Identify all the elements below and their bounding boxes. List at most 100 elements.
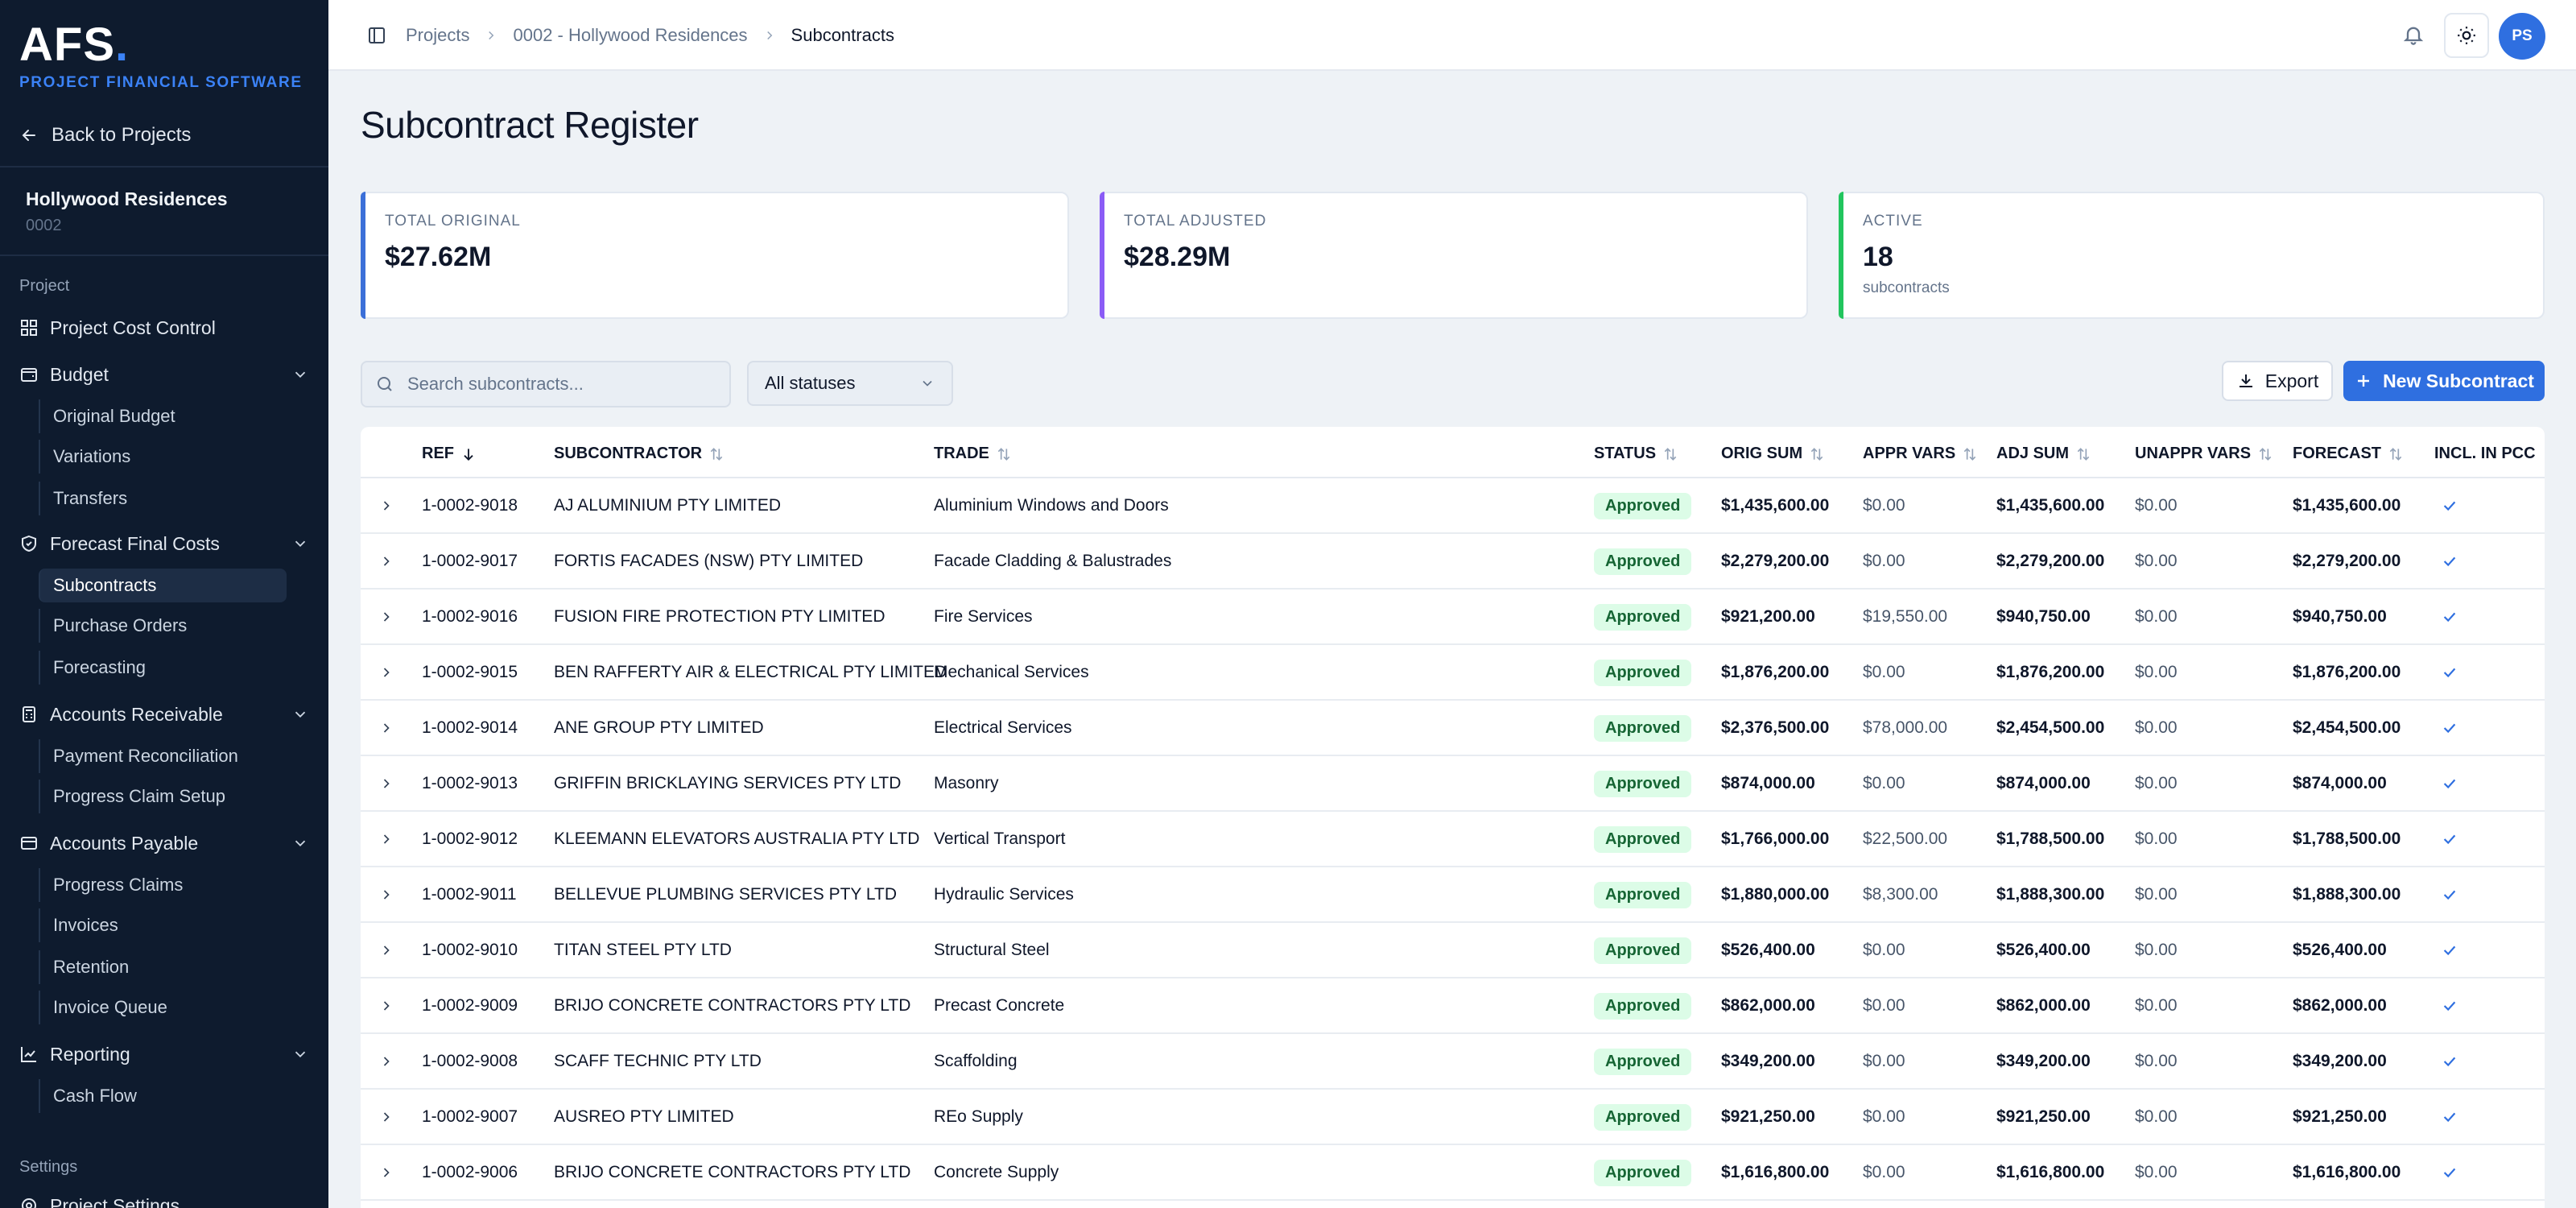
column-header[interactable]: SUBCONTRACTOR [554,445,724,463]
table-row[interactable]: 1-0002-9006 BRIJO CONCRETE CONTRACTORS PT… [361,1145,2545,1201]
table-row[interactable]: 1-0002-9015 BEN RAFFERTY AIR & ELECTRICAL… [361,645,2545,701]
sort-icon[interactable] [2257,446,2273,462]
expand-row-toggle[interactable] [378,867,394,922]
sidebar-item-invoice-queue[interactable]: Invoice Queue [39,991,287,1024]
table-row[interactable]: 1-0002-9016 FUSION FIRE PROTECTION PTY LI… [361,590,2545,645]
summary-card-total-original: TOTAL ORIGINAL $27.62M [361,192,1069,319]
sort-icon[interactable] [996,446,1012,462]
sidebar-item-retention[interactable]: Retention [39,950,287,984]
sidebar-item-purchase-orders[interactable]: Purchase Orders [39,609,287,643]
table-row[interactable]: 1-0002-9009 BRIJO CONCRETE CONTRACTORS PT… [361,978,2545,1034]
back-to-projects-link[interactable]: Back to Projects [19,121,191,150]
expand-row-toggle[interactable] [378,701,394,755]
bell-icon[interactable] [2402,23,2425,46]
search-box[interactable] [361,361,731,407]
sidebar-item-accounts-payable[interactable]: Accounts Payable [19,826,309,860]
column-header[interactable]: FORECAST [2293,445,2404,463]
cell-trade: Vertical Transport [934,829,1066,848]
table-row[interactable]: 1-0002-9012 KLEEMANN ELEVATORS AUSTRALIA … [361,812,2545,867]
expand-row-toggle[interactable] [378,645,394,700]
cell-trade: Hydraulic Services [934,885,1074,904]
expand-row-toggle[interactable] [378,978,394,1033]
column-header[interactable]: APPR VARS [1863,445,1978,463]
calculator-icon [23,706,35,722]
check-icon [2443,1168,2456,1178]
column-header[interactable]: UNAPPR VARS [2135,445,2273,463]
export-button[interactable]: Export [2222,361,2333,401]
column-header[interactable]: STATUS [1594,445,1678,463]
table-row[interactable]: 1-0002-9013 GRIFFIN BRICKLAYING SERVICES … [361,756,2545,812]
breadcrumb-project[interactable]: 0002 - Hollywood Residences [513,25,748,45]
expand-row-toggle[interactable] [378,1034,394,1089]
column-header[interactable]: REF [422,445,477,463]
table-row[interactable]: 1-0002-9007 AUSREO PTY LIMITED REo Supply A… [361,1090,2545,1145]
breadcrumb-projects[interactable]: Projects [406,25,470,45]
cell-adj: $1,435,600.00 [1996,496,2105,515]
cell-unappr: $0.00 [2135,1052,2178,1070]
theme-toggle-button[interactable] [2444,13,2489,58]
sidebar-toggle-icon[interactable] [367,26,386,45]
sort-icon[interactable] [1809,446,1825,462]
sidebar-item-variations[interactable]: Variations [39,440,287,474]
chevron-down-icon[interactable] [291,535,309,552]
sidebar-item-cash-flow[interactable]: Cash Flow [39,1079,287,1113]
sidebar-item-project-settings[interactable]: Project Settings [19,1189,309,1208]
expand-row-toggle[interactable] [378,590,394,644]
expand-row-toggle[interactable] [378,756,394,811]
avatar[interactable]: PS [2499,13,2545,60]
column-header[interactable]: ORIG SUM [1721,445,1825,463]
sort-desc-icon[interactable] [460,446,477,462]
sort-icon[interactable] [2388,446,2404,462]
status-filter-select[interactable]: All statuses [747,361,953,406]
sidebar-item-progress-claims[interactable]: Progress Claims [39,868,287,902]
chevron-down-icon[interactable] [291,366,309,383]
logo[interactable]: AFS. PROJECT FINANCIAL SOFTWARE [19,21,303,92]
sidebar-item-progress-claim-setup[interactable]: Progress Claim Setup [39,780,287,813]
sidebar-item-accounts-receivable[interactable]: Accounts Receivable [19,697,309,731]
sidebar-item-original-budget[interactable]: Original Budget [39,399,287,433]
sidebar-item-invoices[interactable]: Invoices [39,908,287,942]
table-row[interactable]: 1-0002-9017 FORTIS FACADES (NSW) PTY LIMI… [361,534,2545,590]
sidebar-item-payment-reconciliation[interactable]: Payment Reconciliation [39,739,287,773]
sidebar-item-transfers[interactable]: Transfers [39,482,287,515]
sort-icon[interactable] [2075,446,2091,462]
table-row[interactable]: 1-0002-9008 SCAFF TECHNIC PTY LTD Scaffold… [361,1034,2545,1090]
column-header[interactable]: TRADE [934,445,1012,463]
credit-card-icon [21,837,37,850]
expand-row-toggle[interactable] [378,1090,394,1144]
expand-row-toggle[interactable] [378,812,394,867]
table-row[interactable]: 1-0002-9010 TITAN STEEL PTY LTD Structural… [361,923,2545,978]
chevron-down-icon[interactable] [291,834,309,852]
cell-status: Approved [1594,1034,1692,1089]
cell-orig: $862,000.00 [1721,996,1815,1015]
new-subcontract-button[interactable]: New Subcontract [2343,361,2545,401]
column-header[interactable]: ADJ SUM [1996,445,2091,463]
sidebar-item-forecasting[interactable]: Forecasting [39,651,287,685]
expand-row-toggle[interactable] [378,534,394,589]
chevron-down-icon[interactable] [291,705,309,723]
sort-icon[interactable] [1962,446,1978,462]
chevron-down-icon[interactable] [291,1045,309,1063]
sort-icon[interactable] [708,446,724,462]
sidebar-item-forecast-final-costs[interactable]: Forecast Final Costs [19,527,309,561]
cell-appr: $22,500.00 [1863,829,1948,848]
cell-adj: $1,616,800.00 [1996,1163,2105,1181]
cell-sub: ANE GROUP PTY LIMITED [554,718,764,737]
sidebar-item-project-cost-control[interactable]: Project Cost Control [19,311,309,345]
cell-sub: BELLEVUE PLUMBING SERVICES PTY LTD [554,885,897,904]
sort-icon[interactable] [1662,446,1678,462]
sidebar-item-subcontracts[interactable]: Subcontracts [39,569,287,602]
table-row[interactable]: 1-0002-9018 AJ ALUMINIUM PTY LIMITED Alumi… [361,478,2545,534]
sidebar-item-budget[interactable]: Budget [19,358,309,391]
column-header[interactable]: INCL. IN PCC [2434,445,2536,463]
expand-row-toggle[interactable] [378,923,394,978]
table-row[interactable]: 1-0002-9011 BELLEVUE PLUMBING SERVICES PT… [361,867,2545,923]
search-input[interactable] [407,374,713,395]
expand-row-toggle[interactable] [378,478,394,533]
cell-sub: BRIJO CONCRETE CONTRACTORS PTY LTD [554,996,911,1015]
table-row[interactable]: 1-0002-9014 ANE GROUP PTY LIMITED Electric… [361,701,2545,756]
cell-forecast: $874,000.00 [2293,774,2387,792]
sidebar-item-reporting[interactable]: Reporting [19,1037,309,1071]
sidebar-item-label: Accounts Payable [50,832,199,854]
expand-row-toggle[interactable] [378,1145,394,1200]
